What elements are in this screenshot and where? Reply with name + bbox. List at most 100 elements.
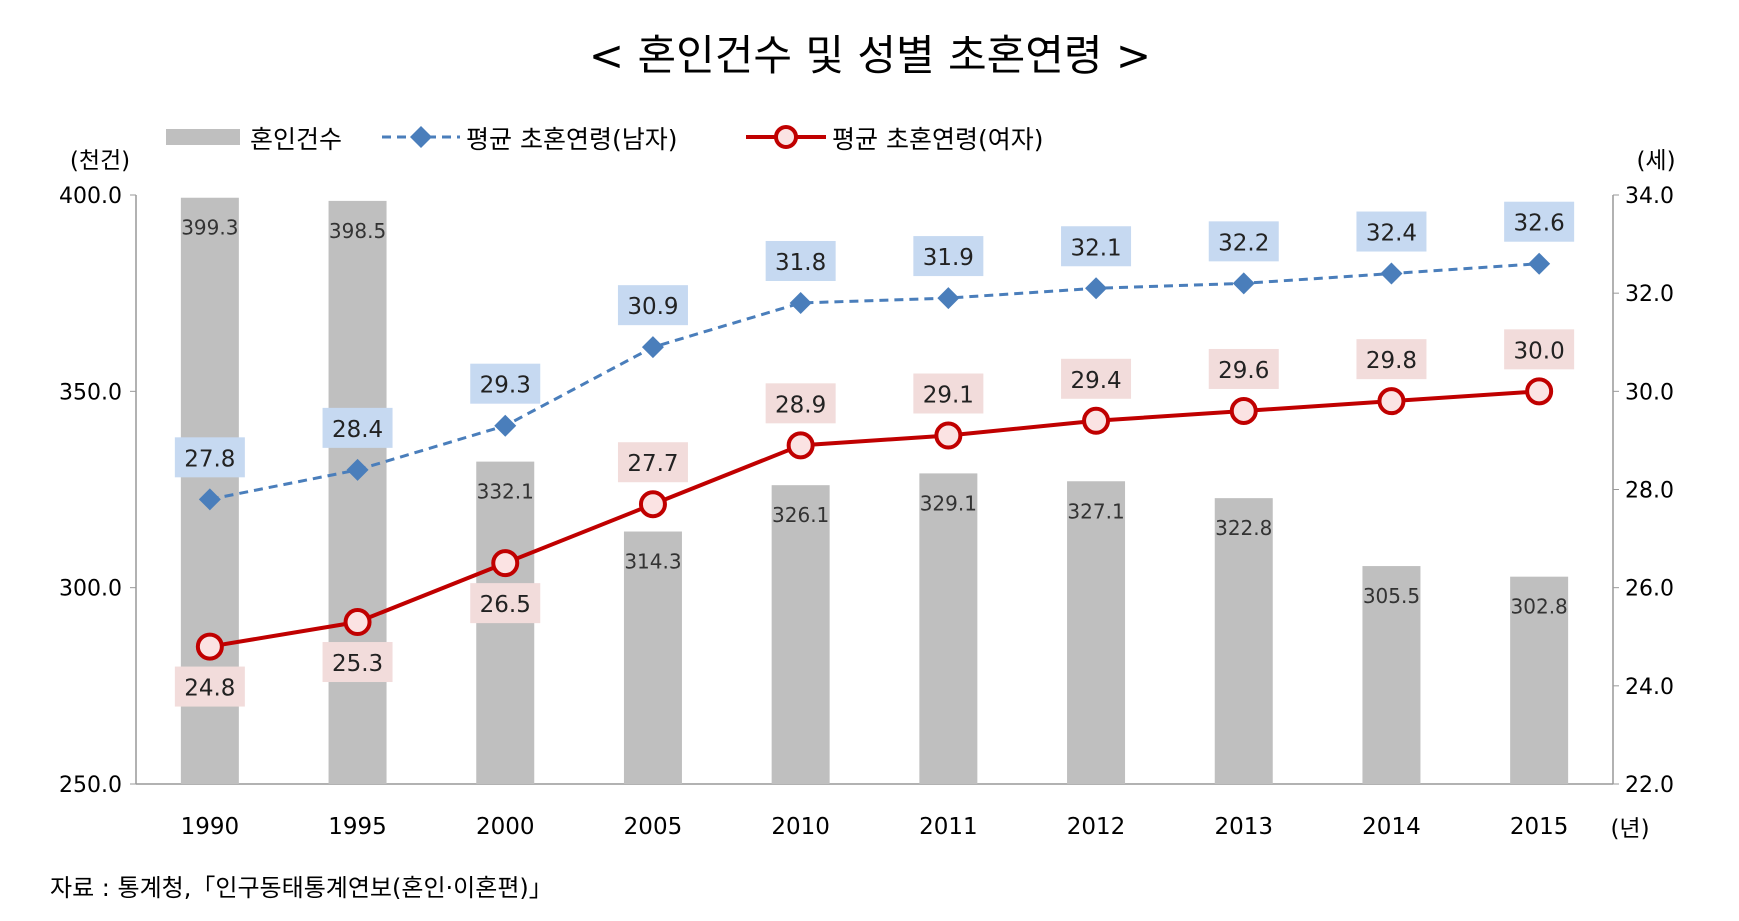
point-marker (786, 431, 815, 460)
x-tick-label: 2013 (1214, 814, 1273, 840)
x-tick-label: 2000 (476, 814, 535, 840)
legend-swatch-bars (166, 129, 240, 145)
data-label-box (1504, 329, 1575, 370)
data-label-box (1208, 221, 1279, 262)
data-label: 27.7 (627, 451, 678, 477)
point-marker (1525, 377, 1554, 406)
legend: 혼인건수 평균 초혼연령(남자) 평균 초혼연령(여자) (166, 125, 1043, 154)
right-tick-label: 24.0 (1625, 675, 1674, 700)
bar-label: 326.1 (772, 503, 829, 527)
point-marker (1082, 406, 1111, 435)
data-label: 32.6 (1514, 211, 1565, 237)
point-marker (343, 608, 372, 637)
left-axis-unit: (천건) (70, 148, 130, 174)
point-marker (195, 632, 224, 661)
legend-label-men: 평균 초혼연령(남자) (466, 125, 677, 154)
bar-label: 305.5 (1363, 584, 1420, 608)
bar-label: 314.3 (624, 550, 681, 574)
data-label: 32.4 (1366, 221, 1417, 247)
chart-title: < 혼인건수 및 성별 초혼연령 > (589, 31, 1151, 80)
data-label-box (765, 383, 836, 424)
bar-label: 332.1 (477, 480, 534, 504)
source-note: 자료 : 통계청,「인구동태통계연보(혼인·이혼편)」 (50, 874, 553, 902)
point-marker (1380, 262, 1403, 285)
bar-1995 (328, 200, 387, 784)
right-tick-label: 30.0 (1625, 380, 1674, 405)
data-label-box (1356, 211, 1427, 252)
data-label: 28.4 (332, 417, 383, 443)
data-label-box (913, 373, 984, 414)
bar-label: 329.1 (920, 491, 977, 515)
left-tick-label: 350.0 (59, 380, 122, 405)
bar-2014 (1362, 566, 1421, 784)
bar-2013 (1214, 498, 1273, 784)
x-tick-label: 1990 (181, 814, 240, 840)
data-label-box (174, 666, 245, 707)
data-label: 26.5 (480, 592, 531, 618)
data-label: 31.8 (775, 250, 826, 276)
data-label: 32.1 (1070, 235, 1121, 261)
data-label-box (617, 442, 688, 483)
bar-label: 322.8 (1215, 516, 1272, 540)
x-tick-label: 2005 (624, 814, 683, 840)
right-tick-label: 32.0 (1625, 282, 1674, 307)
bar-2012 (1067, 481, 1126, 784)
point-marker (789, 291, 812, 314)
data-label-box (913, 236, 984, 277)
x-axis-unit: (년) (1610, 816, 1649, 842)
data-label: 27.8 (184, 446, 235, 472)
x-tick-label: 2010 (771, 814, 830, 840)
legend-label-bars: 혼인건수 (250, 125, 342, 154)
point-marker (1229, 396, 1258, 425)
legend-diamond-icon (410, 126, 432, 148)
data-label: 29.3 (480, 373, 531, 399)
point-marker (491, 549, 520, 578)
data-label-box (322, 407, 393, 448)
legend-circle-icon (774, 125, 798, 149)
data-label: 25.3 (332, 651, 383, 677)
plot-area: 250.0 300.0 350.0 400.0 22.0 24.0 26.0 28.0 30.0… (59, 184, 1674, 840)
point-marker (1085, 277, 1108, 300)
point-marker (1232, 272, 1255, 295)
bar-label: 327.1 (1067, 499, 1124, 523)
bar-2015 (1510, 576, 1569, 784)
data-label: 31.9 (923, 245, 974, 271)
point-marker (934, 421, 963, 450)
data-label: 29.4 (1070, 368, 1121, 394)
data-label-box (1356, 339, 1427, 380)
data-label-box (1208, 348, 1279, 389)
bar-label: 398.5 (329, 219, 386, 243)
data-label-box (322, 642, 393, 683)
x-tick-label: 2011 (919, 814, 978, 840)
x-tick-label: 2012 (1067, 814, 1126, 840)
point-marker (346, 458, 369, 481)
point-marker (494, 414, 517, 437)
point-marker (198, 488, 221, 511)
line-women (209, 389, 1540, 649)
left-tick-label: 300.0 (59, 577, 122, 602)
data-label-box (470, 363, 541, 404)
right-tick-label: 22.0 (1625, 773, 1674, 798)
bar-2005 (623, 531, 682, 784)
data-label: 30.9 (627, 294, 678, 320)
data-label: 28.9 (775, 392, 826, 418)
right-tick-label: 28.0 (1625, 479, 1674, 504)
right-tick-label: 34.0 (1625, 184, 1674, 209)
point-marker (1377, 387, 1406, 416)
left-tick-label: 400.0 (59, 184, 122, 209)
x-tick-label: 1995 (328, 814, 387, 840)
x-tick-label: 2015 (1510, 814, 1569, 840)
data-label-box (470, 583, 541, 624)
line-men (209, 262, 1540, 501)
left-tick-label: 250.0 (59, 773, 122, 798)
right-axis-unit: (세) (1636, 148, 1675, 174)
data-label: 24.8 (184, 676, 235, 702)
bar-label: 399.3 (181, 216, 238, 240)
bar-2010 (771, 485, 830, 784)
right-tick-label: 26.0 (1625, 577, 1674, 602)
data-label: 29.1 (923, 383, 974, 409)
data-label-box (1061, 226, 1132, 267)
data-label: 29.8 (1366, 348, 1417, 374)
